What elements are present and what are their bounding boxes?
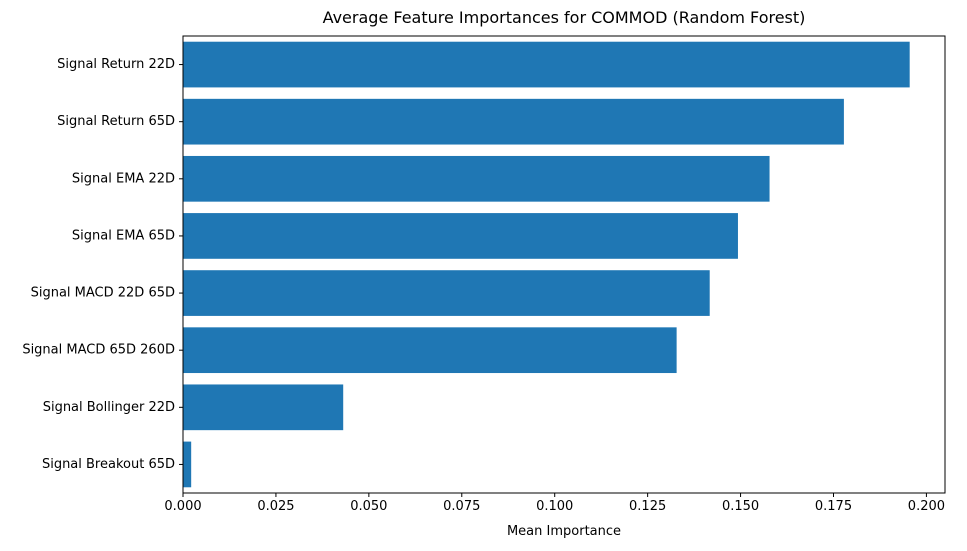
y-tick-label: Signal MACD 65D 260D [22, 343, 175, 358]
y-axis: Signal Return 22D Signal Return 65D Signal… [22, 57, 183, 472]
x-tick-label: 0.125 [629, 499, 666, 514]
y-tick-label: Signal MACD 22D 65D [31, 286, 175, 301]
x-tick-label: 0.200 [908, 499, 945, 514]
y-tick-label: Signal EMA 65D [72, 228, 175, 243]
x-axis: 0.000 0.025 0.050 0.075 0.100 0.125 0.150 0.175… [164, 493, 945, 514]
bar [183, 98, 844, 145]
x-tick-label: 0.050 [350, 499, 387, 514]
bar [183, 384, 344, 431]
chart-title: Average Feature Importances for COMMOD (… [323, 8, 806, 27]
y-tick-label: Signal Return 65D [57, 114, 175, 129]
x-tick-label: 0.150 [722, 499, 759, 514]
bar [183, 213, 738, 259]
x-tick-label: 0.000 [164, 499, 201, 514]
y-tick-label: Signal Breakout 65D [42, 457, 175, 472]
x-tick-label: 0.025 [257, 499, 294, 514]
x-tick-label: 0.175 [815, 499, 852, 514]
bars-layer [183, 41, 910, 488]
bar [183, 270, 710, 316]
bar [183, 441, 192, 488]
bar [183, 155, 770, 202]
y-tick-label: Signal Return 22D [57, 57, 175, 72]
x-axis-label: Mean Importance [507, 524, 621, 539]
bar [183, 41, 910, 88]
y-tick-label: Signal Bollinger 22D [43, 400, 175, 415]
y-tick-label: Signal EMA 22D [72, 171, 175, 186]
bar [183, 327, 677, 374]
plot-frame [182, 35, 946, 494]
x-tick-label: 0.100 [536, 499, 573, 514]
x-tick-label: 0.075 [443, 499, 480, 514]
